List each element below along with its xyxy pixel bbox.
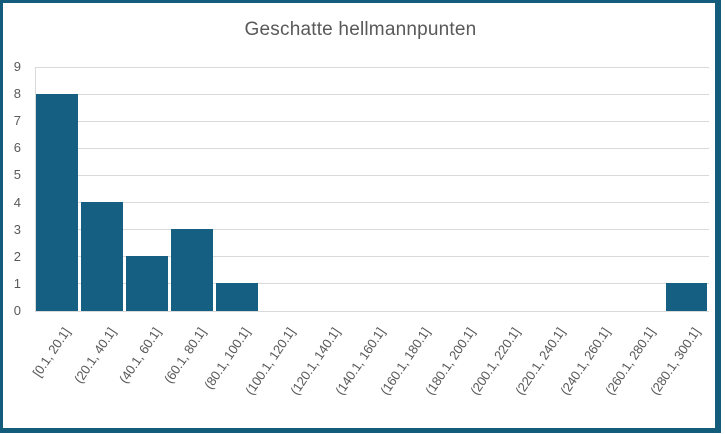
gridline	[34, 256, 709, 258]
gridline	[34, 229, 709, 231]
y-tick-label: 0	[13, 303, 21, 318]
y-tick-label: 2	[13, 248, 21, 264]
histogram-bar	[36, 93, 78, 311]
y-tick-label: 5	[13, 167, 21, 183]
gridline	[34, 283, 709, 285]
y-tick-label: 1	[13, 275, 21, 291]
histogram-bar	[80, 202, 123, 311]
y-tick-label: 7	[13, 113, 21, 129]
gridline	[34, 120, 709, 122]
gridline	[34, 310, 709, 312]
y-tick-label: 6	[13, 140, 21, 156]
y-tick-label: 4	[13, 194, 21, 210]
gridline	[34, 202, 709, 204]
histogram-bar	[125, 256, 168, 311]
histogram-bar	[665, 283, 708, 311]
y-tick-label: 8	[13, 86, 21, 102]
histogram-bar	[215, 283, 258, 311]
y-tick-label: 9	[13, 59, 21, 74]
gridline	[34, 66, 709, 68]
gridline	[34, 174, 709, 176]
plot-left-edge-line	[34, 66, 36, 311]
gridline	[34, 147, 709, 149]
chart-title: Geschatte hellmannpunten	[244, 19, 477, 40]
y-tick-label: 3	[13, 221, 21, 237]
plot-area	[34, 66, 709, 312]
gridline	[34, 93, 709, 95]
histogram-bar	[170, 229, 213, 311]
